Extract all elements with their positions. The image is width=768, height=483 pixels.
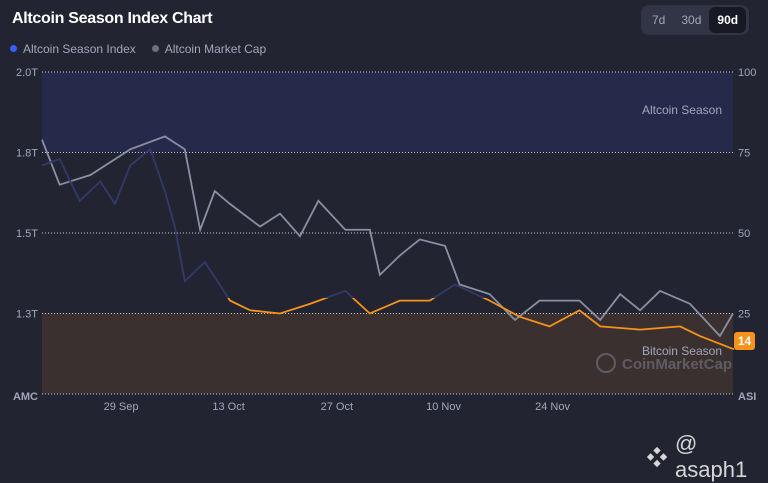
left-tick-label: 1.5T xyxy=(16,228,38,240)
dot-icon xyxy=(151,45,159,52)
current-value-badge: 14 xyxy=(734,332,755,350)
altcoin-season-zone xyxy=(42,72,733,152)
left-tick-label: 2.0T xyxy=(16,67,38,79)
range-tabs: 7d 30d 90d xyxy=(641,5,750,35)
current-value: 14 xyxy=(738,334,752,348)
right-tick-label: 25 xyxy=(738,309,750,321)
right-tick-label: 75 xyxy=(738,148,750,160)
credit: @ asaph1 xyxy=(645,431,768,483)
right-tick-label: 100 xyxy=(738,67,756,79)
zone-label-bitcoin: Bitcoin Season xyxy=(642,344,722,358)
legend: Altcoin Season Index Altcoin Market Cap xyxy=(10,42,266,56)
cmc-logo-icon xyxy=(596,353,616,373)
x-tick-label: 29 Sep xyxy=(104,401,139,413)
binance-logo-icon xyxy=(646,446,668,468)
left-tick-label: 1.8T xyxy=(16,148,38,160)
x-tick-label: 13 Oct xyxy=(212,401,244,413)
right-tick-label: 50 xyxy=(738,228,750,240)
page-title: Altcoin Season Index Chart xyxy=(12,10,213,27)
series-line-index-upper xyxy=(41,147,487,298)
legend-label: Altcoin Market Cap xyxy=(164,42,267,56)
zone-label-altcoin: Altcoin Season xyxy=(642,103,722,117)
dot-icon xyxy=(10,45,17,52)
series-line-market-cap xyxy=(41,135,734,338)
right-axis-label: ASI xyxy=(738,391,756,403)
bitcoin-season-zone xyxy=(42,313,733,394)
credit-text: @ asaph1 xyxy=(675,431,748,482)
legend-item-marketcap[interactable]: Altcoin Market Cap xyxy=(151,42,267,56)
watermark: CoinMarketCap xyxy=(622,356,732,373)
series-line-index-lower xyxy=(227,298,734,350)
legend-label: Altcoin Season Index xyxy=(23,42,136,56)
legend-item-index[interactable]: Altcoin Season Index xyxy=(10,42,136,56)
tab-30d[interactable]: 30d xyxy=(681,13,702,27)
left-axis-label: AMC xyxy=(13,391,38,403)
x-tick-label: 10 Nov xyxy=(426,401,461,413)
left-tick-label: 1.3T xyxy=(16,309,38,321)
x-tick-label: 24 Nov xyxy=(535,401,570,413)
tab-90d[interactable]: 90d xyxy=(709,7,747,33)
chart: 100 2.0T 75 1.8T 50 1.5T 25 1.3T AMC ASI 29 Sep 13 … xyxy=(13,67,756,413)
tab-7d[interactable]: 7d xyxy=(652,13,666,27)
x-tick-label: 27 Oct xyxy=(321,401,353,413)
coinmarketcap-logo: CoinMarketCap xyxy=(596,353,732,373)
